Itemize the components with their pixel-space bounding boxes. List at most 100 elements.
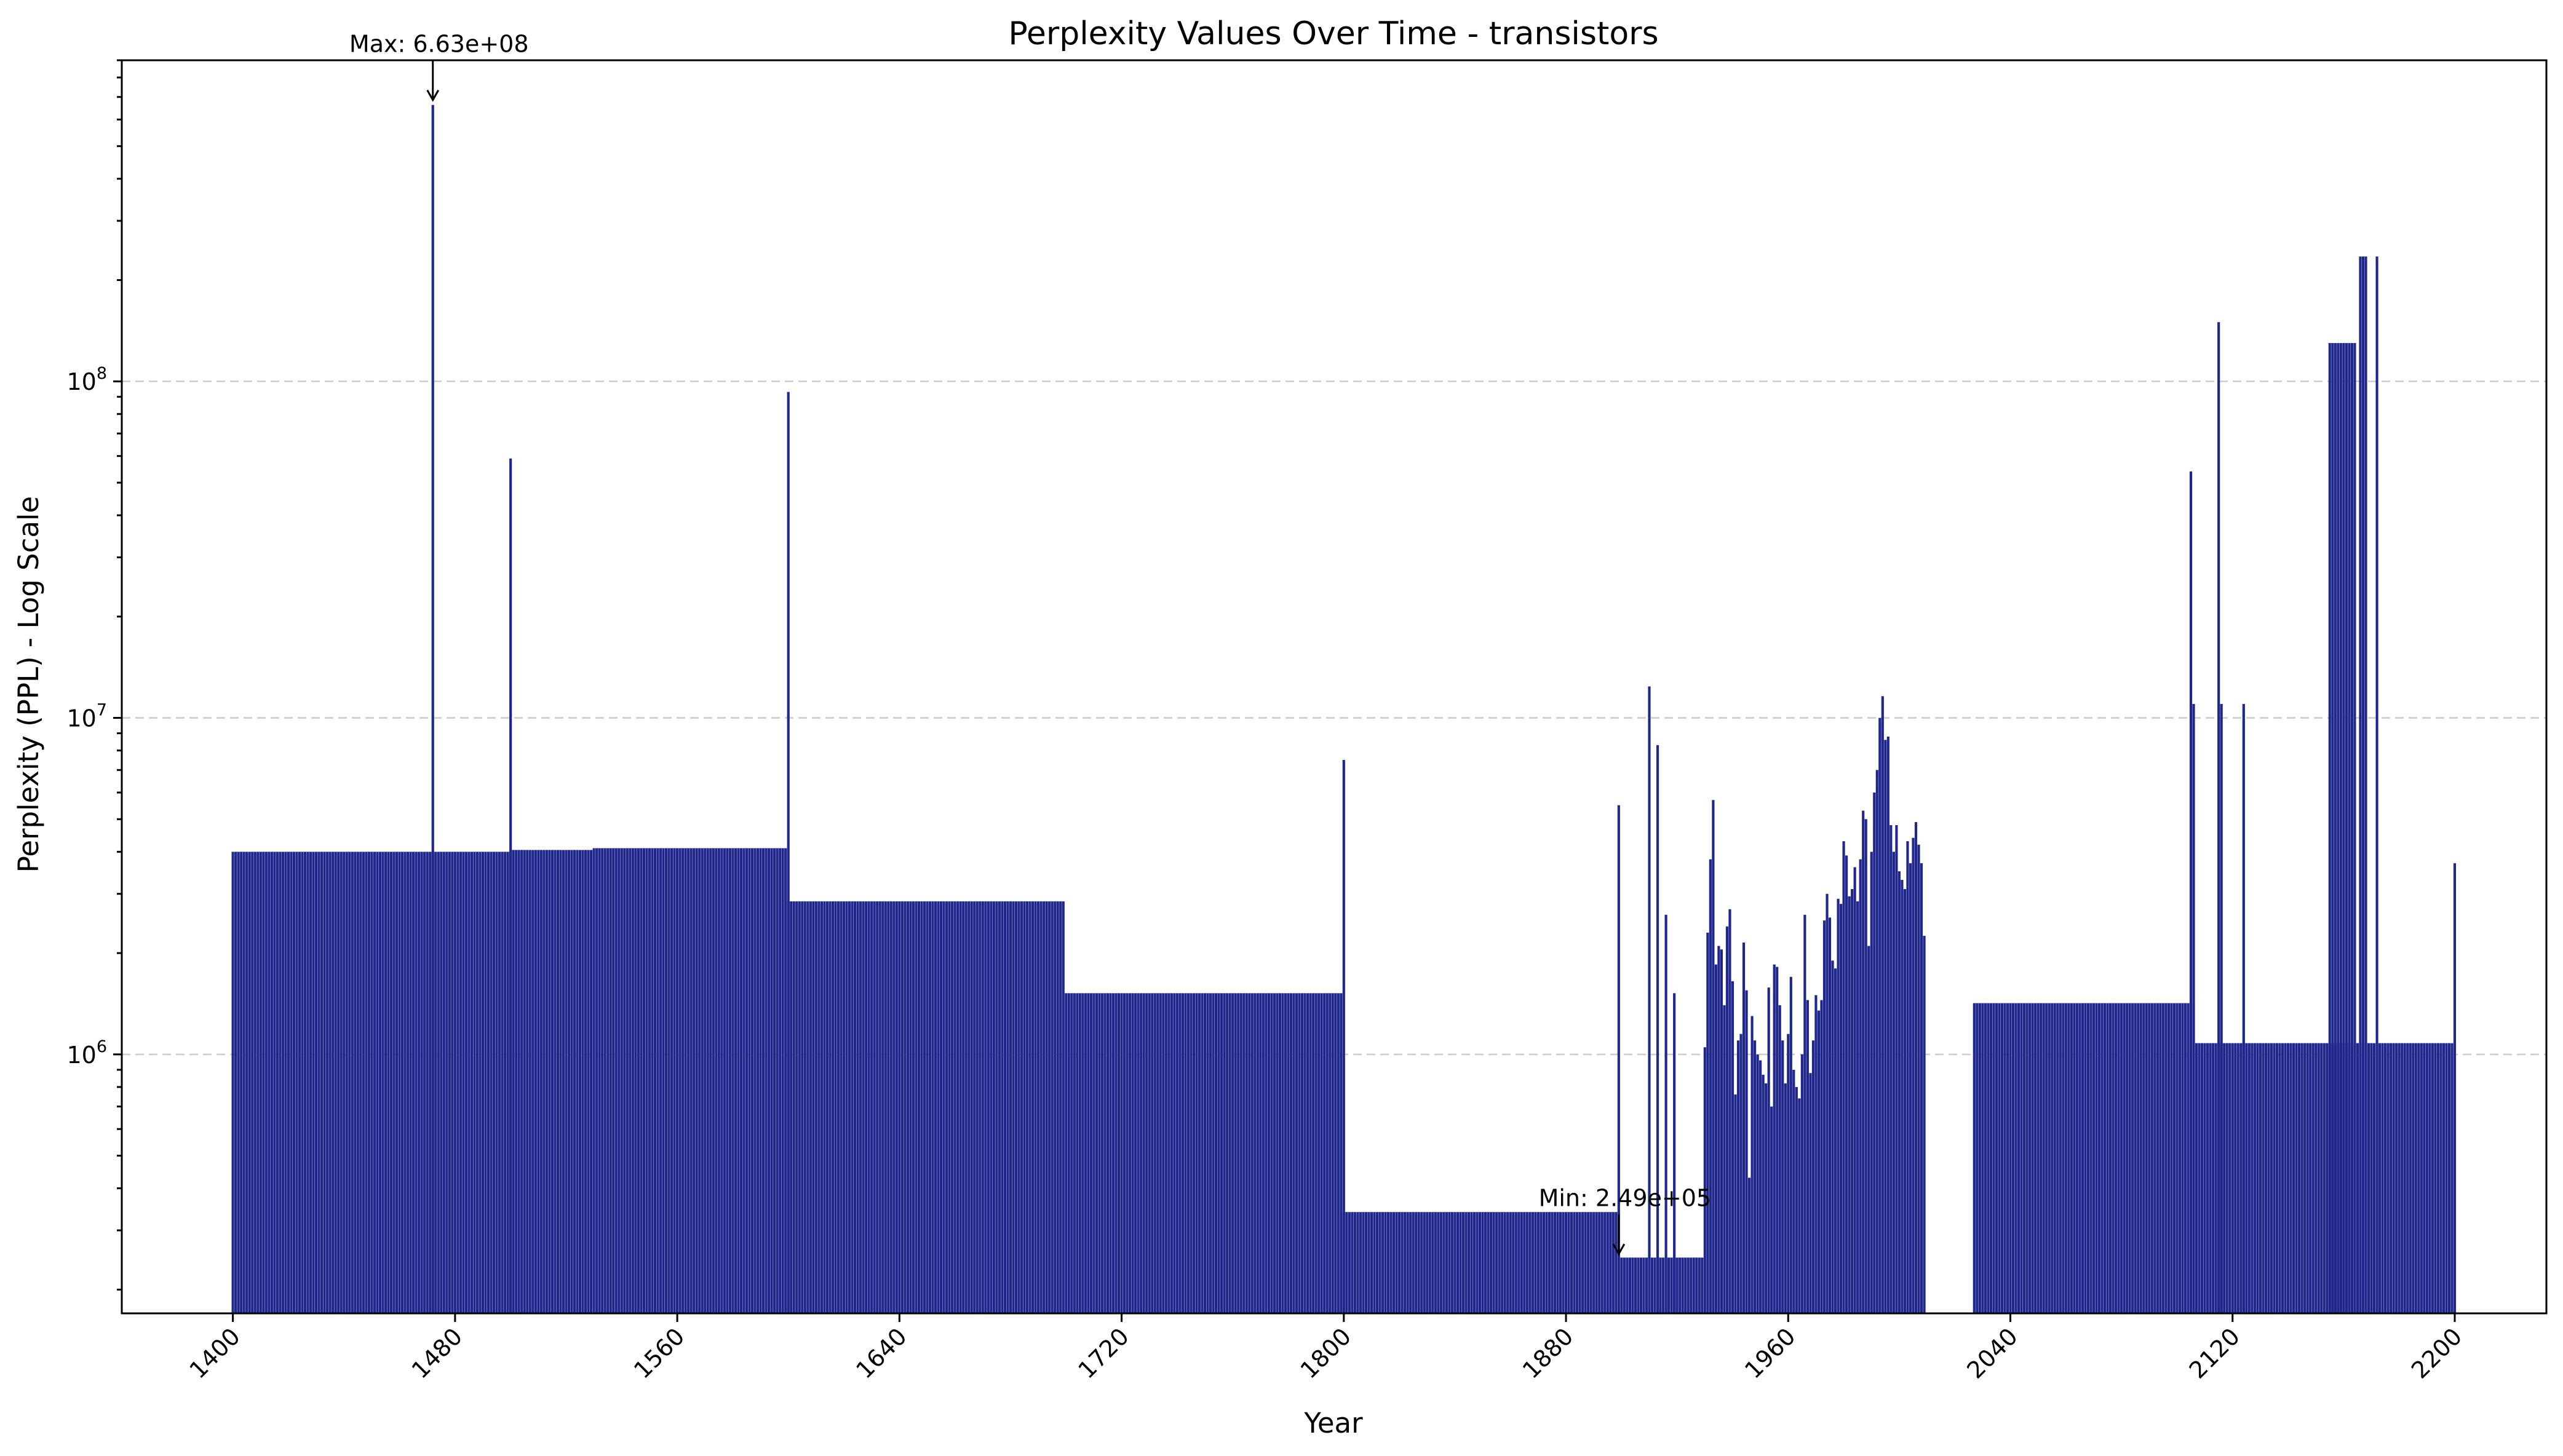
bar xyxy=(1650,1257,1654,1313)
bar xyxy=(512,850,515,1313)
bar xyxy=(1256,993,1259,1313)
bar xyxy=(395,852,399,1313)
bar xyxy=(1923,936,1926,1313)
bar xyxy=(1828,917,1832,1313)
bar xyxy=(1862,810,1865,1313)
bar xyxy=(1478,1212,1482,1313)
bar xyxy=(2000,1003,2004,1313)
bar xyxy=(614,848,618,1313)
x-tick-label: 1480 xyxy=(407,1323,468,1384)
bar xyxy=(2092,1003,2096,1313)
bar xyxy=(2014,1003,2017,1313)
bar xyxy=(303,852,307,1313)
bar xyxy=(420,852,423,1313)
bar xyxy=(1364,1212,1368,1313)
bar xyxy=(653,848,657,1313)
bar xyxy=(834,901,837,1313)
bar xyxy=(2097,1003,2101,1313)
x-tick-label: 2200 xyxy=(2406,1323,2468,1384)
bar xyxy=(1551,1212,1554,1313)
bar xyxy=(1628,1257,1631,1313)
bar xyxy=(825,901,829,1313)
bar xyxy=(1506,1212,1509,1313)
bars xyxy=(231,105,2457,1314)
bar xyxy=(1853,867,1856,1313)
bar xyxy=(1437,1212,1440,1313)
bar xyxy=(753,848,757,1313)
bar xyxy=(1431,1212,1434,1313)
bar xyxy=(1265,993,1268,1313)
bar xyxy=(523,850,526,1313)
bar xyxy=(1525,1212,1528,1313)
bar xyxy=(2176,1003,2179,1313)
bar xyxy=(2370,1043,2373,1313)
bar xyxy=(2372,1043,2376,1313)
bar xyxy=(423,852,426,1313)
bar xyxy=(701,848,704,1313)
bar xyxy=(1867,946,1870,1313)
bar xyxy=(768,848,771,1313)
bar xyxy=(537,850,540,1313)
bar xyxy=(884,901,887,1313)
bar xyxy=(667,848,670,1313)
bar xyxy=(1712,800,1715,1313)
bar xyxy=(976,901,979,1313)
bar xyxy=(2040,1003,2043,1313)
bar xyxy=(2062,1003,2065,1313)
bar xyxy=(1897,871,1901,1313)
bar xyxy=(1545,1212,1548,1313)
bar xyxy=(737,848,740,1313)
bar xyxy=(389,852,393,1313)
bar xyxy=(1984,1003,1987,1313)
bar xyxy=(2201,1043,2204,1313)
bar xyxy=(1356,1212,1359,1313)
bar xyxy=(595,848,598,1313)
bar xyxy=(1517,1212,1520,1313)
bar xyxy=(687,848,690,1313)
bar xyxy=(1087,993,1090,1313)
bar xyxy=(895,901,898,1313)
bar xyxy=(1811,1040,1814,1313)
bar xyxy=(1789,976,1792,1313)
bar xyxy=(2412,1043,2415,1313)
bar xyxy=(2315,1043,2318,1313)
bar xyxy=(1386,1212,1390,1313)
x-tick-label: 2040 xyxy=(1961,1323,2023,1384)
x-axis-label: Year xyxy=(1303,1407,1363,1439)
bar xyxy=(442,852,445,1313)
bar xyxy=(2123,1003,2126,1313)
bar xyxy=(634,848,637,1313)
bar xyxy=(1353,1212,1356,1313)
bar xyxy=(1800,1054,1803,1313)
bar xyxy=(2195,1043,2198,1313)
bar xyxy=(1901,880,1904,1313)
bar xyxy=(1234,993,1237,1313)
bar xyxy=(1145,993,1148,1313)
bar xyxy=(1717,946,1720,1313)
axes xyxy=(121,59,2548,1315)
bar xyxy=(2206,1043,2209,1313)
bar xyxy=(1481,1212,1484,1313)
bar xyxy=(1140,993,1143,1313)
bar xyxy=(928,901,932,1313)
bar xyxy=(2390,1043,2393,1313)
bar xyxy=(1903,888,1907,1313)
bar xyxy=(1398,1212,1401,1313)
gridlines xyxy=(122,380,2546,1056)
bar xyxy=(437,852,440,1313)
bar xyxy=(1334,993,1337,1313)
bar xyxy=(1884,740,1887,1313)
bar xyxy=(1520,1212,1523,1313)
bar xyxy=(704,848,707,1313)
bar xyxy=(2278,1043,2281,1313)
bar xyxy=(876,901,879,1313)
bar xyxy=(640,848,643,1313)
bar xyxy=(823,901,826,1313)
bar xyxy=(1115,993,1118,1313)
bar xyxy=(2251,1043,2254,1313)
bar xyxy=(2075,1003,2078,1313)
bar xyxy=(1031,901,1035,1313)
bar xyxy=(1845,855,1848,1313)
bar xyxy=(587,850,590,1313)
spike-bar xyxy=(2189,471,2193,1313)
